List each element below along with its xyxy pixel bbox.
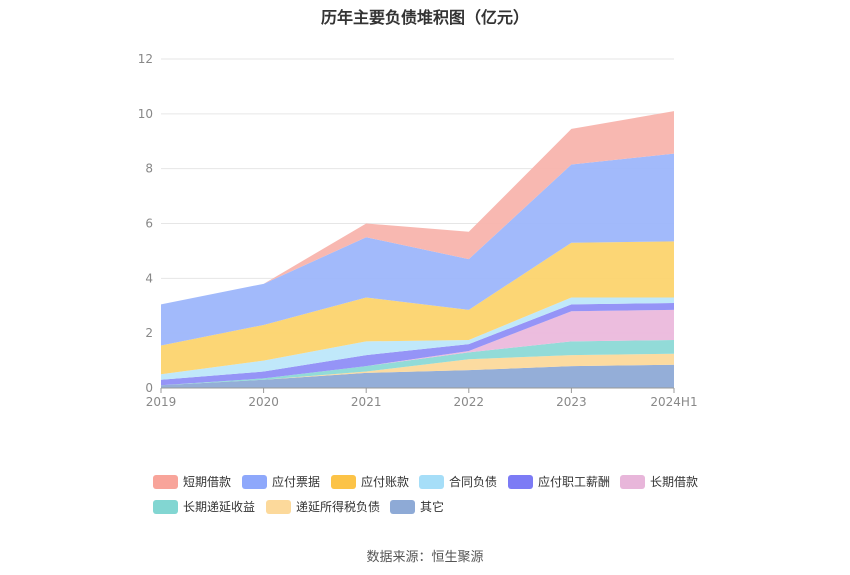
x-tick-label: 2020: [248, 395, 279, 409]
legend-item-deferred-income[interactable]: 长期递延收益: [153, 498, 255, 515]
legend-swatch: [620, 474, 645, 489]
area-series: [161, 353, 674, 386]
y-tick-label: 4: [145, 271, 153, 285]
legend-label: 其它: [420, 500, 445, 514]
area-series: [161, 297, 674, 380]
y-tick-label: 6: [145, 217, 153, 231]
legend-label: 应付职工薪酬: [538, 475, 611, 489]
x-tick-label: 2024H1: [650, 395, 697, 409]
legend-item-short-term-loans[interactable]: 短期借款: [153, 473, 231, 490]
legend-label: 短期借款: [183, 475, 232, 489]
legend-item-notes-payable[interactable]: 应付票据: [242, 473, 320, 490]
x-tick-label: 2022: [454, 395, 485, 409]
area-series: [161, 303, 674, 386]
y-tick-label: 12: [138, 52, 153, 66]
legend-swatch: [508, 474, 533, 489]
legend-label: 长期递延收益: [183, 500, 256, 514]
legend-item-deferred-tax[interactable]: 递延所得税负债: [266, 498, 380, 515]
legend-item-other[interactable]: 其它: [390, 498, 444, 515]
y-tick-label: 2: [145, 326, 153, 340]
y-tick-label: 10: [138, 107, 153, 121]
legend-swatch: [242, 474, 267, 489]
area-series: [161, 111, 674, 305]
area-series: [161, 241, 674, 375]
legend-label: 合同负债: [449, 475, 498, 489]
legend-item-employee-payables[interactable]: 应付职工薪酬: [508, 473, 610, 490]
x-tick-label: 2021: [351, 395, 382, 409]
stacked-area-chart: 0 2 4 6 8 10 12 2019 2020 2021 2022 2023 2024H1: [138, 52, 698, 409]
legend-swatch: [153, 499, 178, 514]
legend-swatch: [153, 474, 178, 489]
area-series: [161, 364, 674, 388]
legend-item-accounts-payable[interactable]: 应付账款: [331, 473, 409, 490]
legend-item-long-term-loans[interactable]: 长期借款: [620, 473, 698, 490]
y-tick-label: 0: [145, 381, 153, 395]
y-tick-label: 8: [145, 162, 153, 176]
chart-title: 历年主要负债堆积图（亿元）: [320, 8, 529, 27]
area-series: [161, 309, 674, 386]
area-series: [161, 340, 674, 386]
x-tick-label: 2019: [146, 395, 177, 409]
legend-swatch: [390, 499, 415, 514]
legend-swatch: [266, 499, 291, 514]
data-source-note: 数据来源：恒生聚源: [366, 550, 484, 565]
legend-label: 应付账款: [361, 475, 410, 489]
legend-label: 应付票据: [272, 475, 321, 489]
legend-swatch: [331, 474, 356, 489]
x-tick-label: 2023: [556, 395, 587, 409]
legend-swatch: [419, 474, 444, 489]
legend-item-contract-liabilities[interactable]: 合同负债: [419, 473, 497, 490]
area-series: [161, 153, 674, 346]
legend-label: 递延所得税负债: [296, 500, 381, 514]
legend-label: 长期借款: [650, 475, 699, 489]
